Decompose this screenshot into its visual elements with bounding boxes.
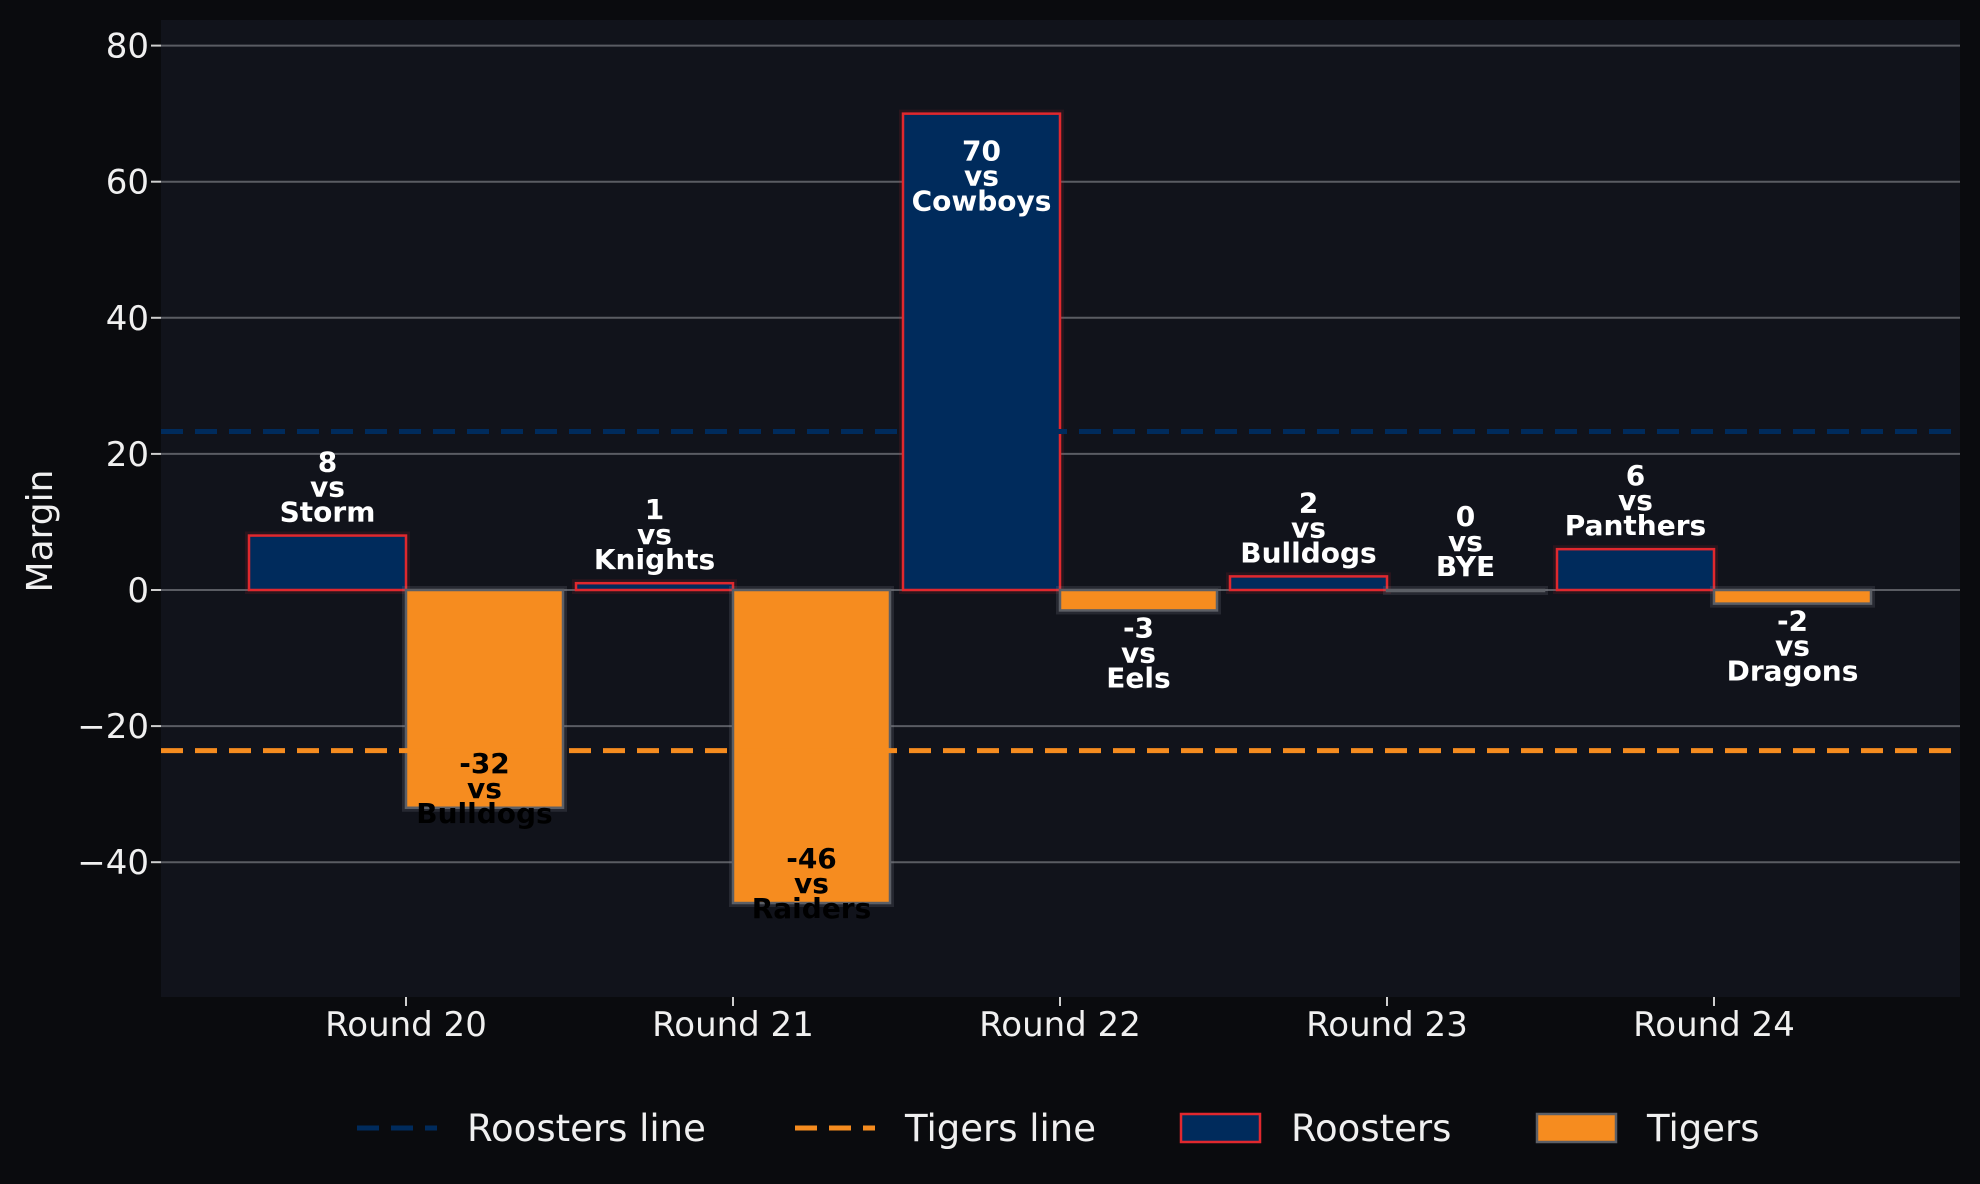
x-tick-label: Round 21 (652, 1005, 814, 1045)
y-tick-label: −20 (77, 707, 149, 747)
bar-value-label: 70 vs Cowboys (912, 135, 1052, 218)
x-tick-label: Round 20 (325, 1005, 487, 1045)
legend-label: Roosters (1291, 1107, 1451, 1150)
bar-tigers (731, 588, 892, 905)
x-tick-label: Round 22 (979, 1005, 1141, 1045)
bar-value-label: 8 vs Storm (280, 446, 376, 529)
reference-lines (161, 428, 1960, 754)
y-tick-label: 20 (106, 435, 149, 475)
bar-labels: 8 vs Storm -32 vs Bulldogs 1 vs Knights -46 vs Raid… (280, 135, 1859, 925)
x-axis-ticks: Round 20 Round 21 Round 22 Round 23 Round 24 (325, 997, 1795, 1045)
bar-value-label: 0 vs BYE (1436, 500, 1495, 583)
legend: Roosters line Tigers line Roosters Tigers (357, 1107, 1759, 1150)
x-tick-label: Round 24 (1633, 1005, 1795, 1045)
bar-roosters (574, 581, 735, 592)
bar-roosters (1555, 547, 1716, 592)
bar-tigers (1058, 588, 1219, 612)
x-tick-label: Round 23 (1306, 1005, 1468, 1045)
bar-roosters (901, 112, 1062, 592)
y-tick-label: 60 (106, 163, 149, 203)
bar-tigers (1712, 588, 1873, 605)
bar-value-label: -2 vs Dragons (1727, 605, 1859, 688)
legend-label: Roosters line (467, 1107, 706, 1150)
y-tick-label: −40 (77, 843, 149, 883)
y-tick-label: 0 (127, 571, 149, 611)
legend-box-swatch (1535, 1112, 1618, 1144)
y-axis-ticks: −40 −20 0 20 40 60 80 (77, 27, 161, 883)
legend-label: Tigers (1646, 1107, 1759, 1150)
bar-value-label: -32 vs Bulldogs (416, 747, 552, 830)
y-tick-label: 40 (106, 299, 149, 339)
y-axis-label: Margin (20, 470, 61, 593)
bar-value-label: -3 vs Eels (1106, 611, 1170, 694)
y-tick-label: 80 (106, 27, 149, 67)
bars (245, 109, 1875, 908)
legend-label: Tigers line (904, 1107, 1096, 1150)
bar-tigers (404, 588, 565, 810)
bar-roosters (247, 534, 408, 592)
bar-tigers (1385, 588, 1546, 593)
bar-value-label: 2 vs Bulldogs (1240, 486, 1376, 569)
legend-box-swatch (1179, 1112, 1262, 1144)
bar-value-label: 1 vs Knights (594, 493, 715, 576)
bar-value-label: -46 vs Raiders (752, 842, 872, 925)
bar-value-label: 6 vs Panthers (1565, 459, 1706, 542)
bar-roosters (1228, 575, 1389, 592)
